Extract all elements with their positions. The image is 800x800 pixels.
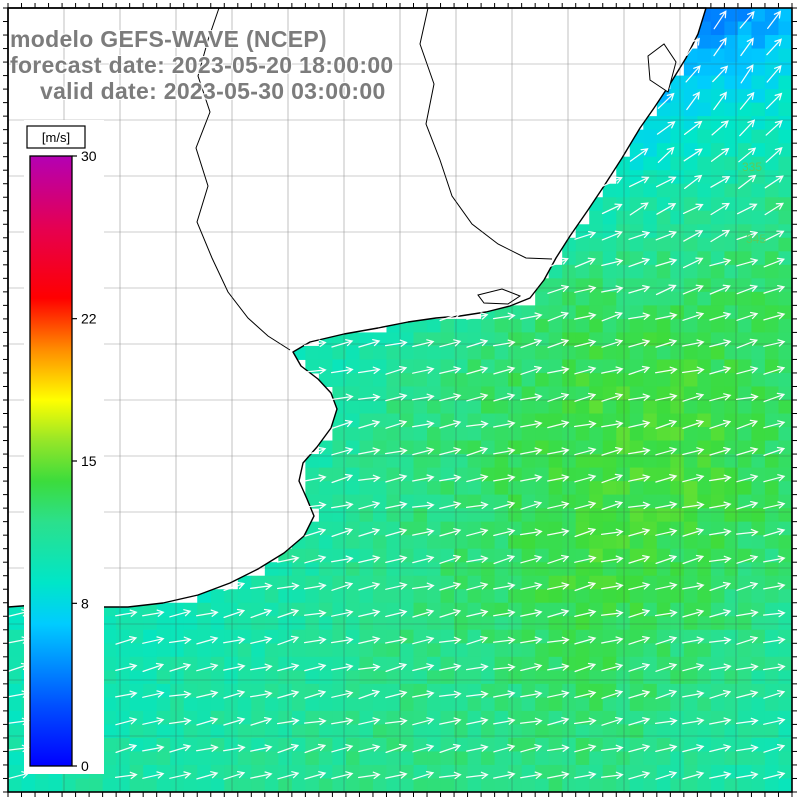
colorbar-tick-label: 30 <box>81 148 97 164</box>
colorbar-units-box <box>26 125 86 149</box>
colorbar-tick-label: 8 <box>81 595 89 611</box>
wind-speed-field <box>8 8 793 793</box>
colorbar-tick-label: 22 <box>81 311 97 327</box>
colorbar-units-label: [m/s] <box>42 130 70 145</box>
lagoon <box>477 288 522 305</box>
frame-ticks <box>3 3 797 797</box>
lagoon <box>647 43 677 93</box>
colorbar-tick-label: 15 <box>81 453 97 469</box>
contour-label: 335 <box>742 160 762 174</box>
contour-label: 345 <box>746 232 766 246</box>
colorbar-tick-label: 0 <box>81 758 89 774</box>
forecast-date: forecast date: 2023-05-20 18:00:00 <box>10 52 394 78</box>
coastline-land <box>7 7 707 608</box>
colorbar <box>29 155 73 767</box>
wind-direction-arrows <box>6 10 786 780</box>
river-border-line <box>195 7 291 351</box>
valid-date: valid date: 2023-05-30 03:00:00 <box>40 78 386 104</box>
model-title: modelo GEFS-WAVE (NCEP) <box>10 26 327 52</box>
